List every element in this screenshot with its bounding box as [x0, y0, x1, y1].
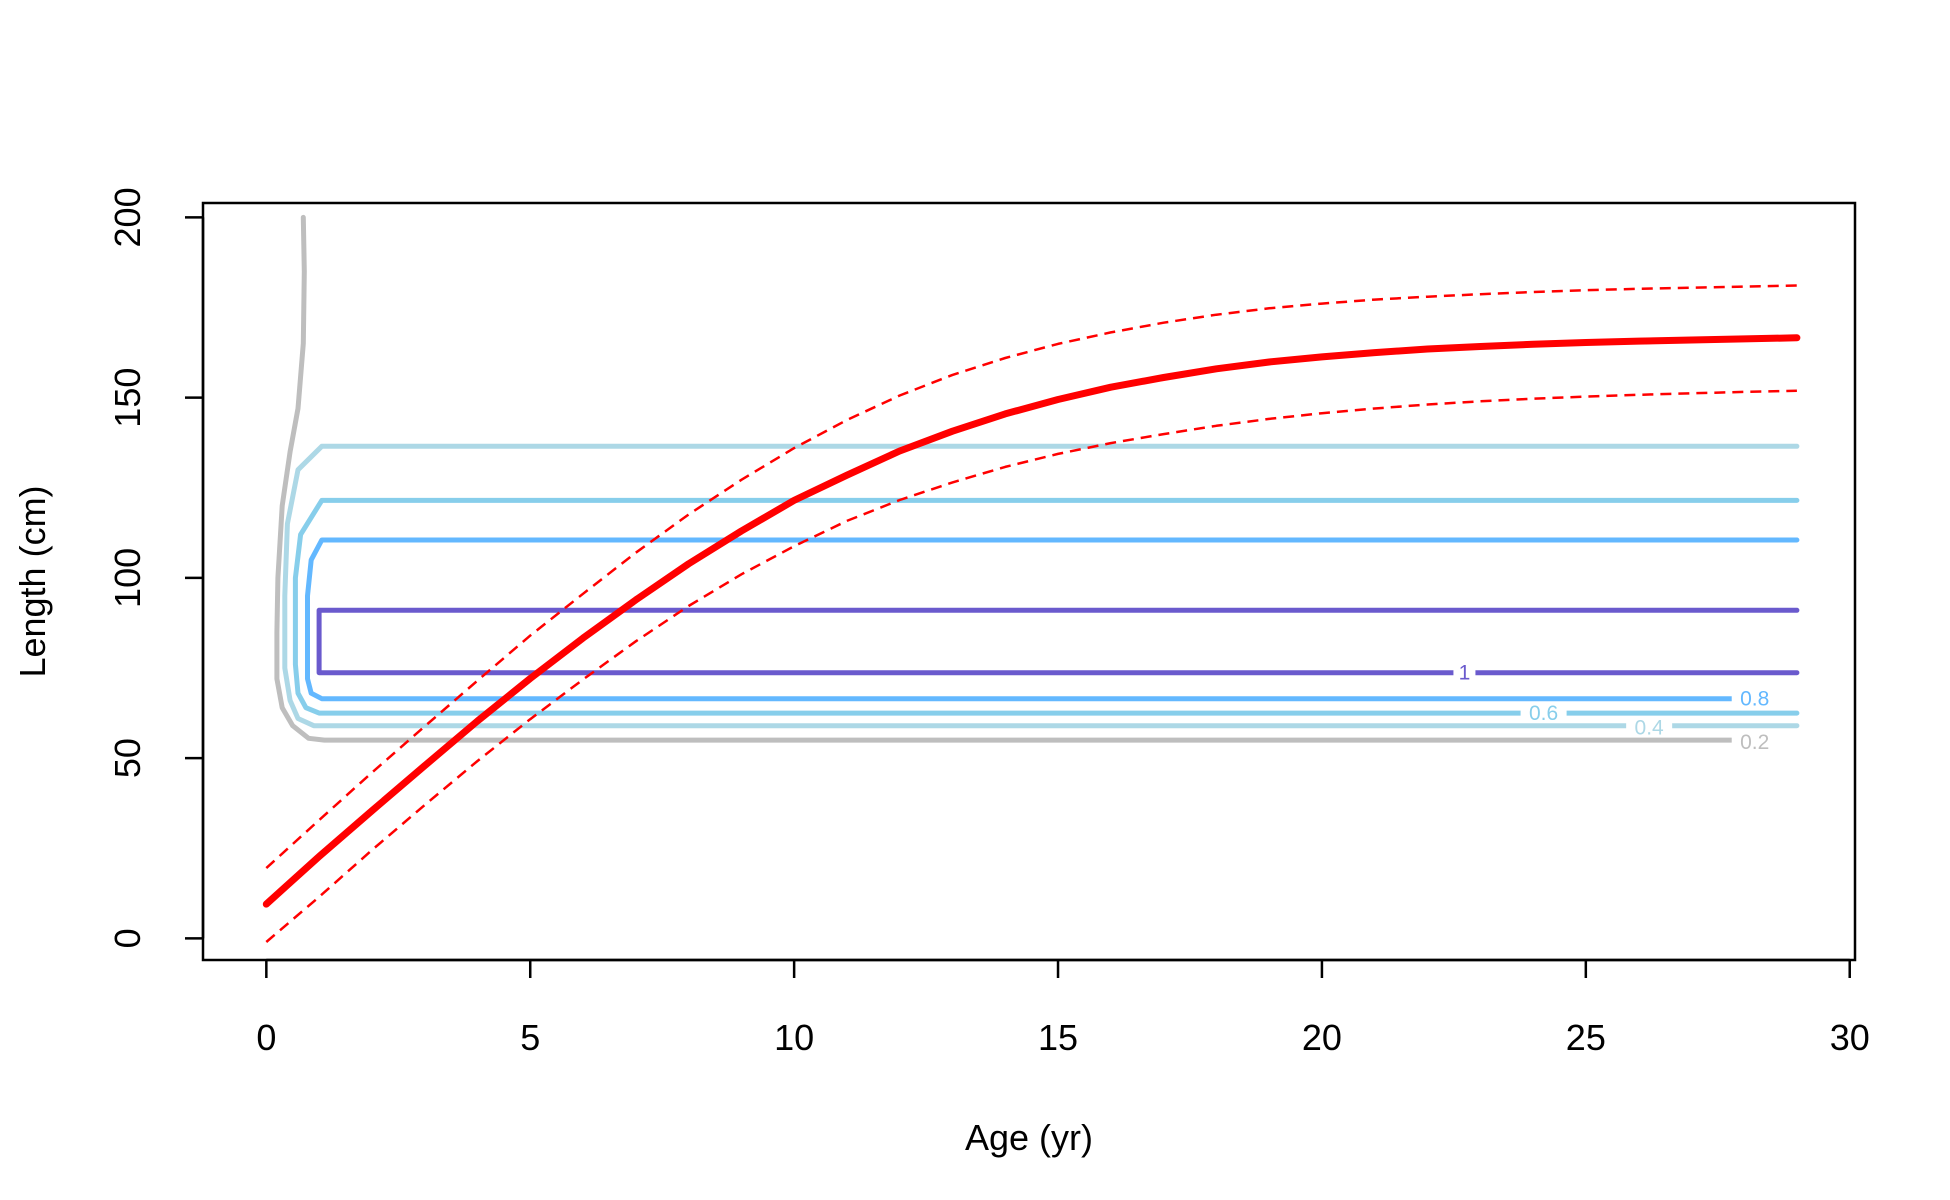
growth-series [262, 284, 1801, 943]
contour-label-0-8: 0.8 [1740, 688, 1769, 711]
contour-label-0-4: 0.4 [1635, 716, 1665, 739]
y-tick-label: 200 [107, 187, 148, 247]
y-tick-label: 0 [107, 928, 148, 948]
series-mean [262, 334, 1801, 908]
contour-label-gap [1520, 704, 1567, 723]
y-axis: 0 50 100 150 200 [107, 187, 205, 948]
y-axis-title: Length (cm) [12, 485, 53, 677]
series-upper [265, 284, 1797, 870]
x-tick-label: 25 [1566, 1017, 1606, 1058]
x-tick-label: 20 [1302, 1017, 1342, 1058]
contour-line-1 [316, 607, 1800, 676]
x-tick-label: 30 [1830, 1017, 1870, 1058]
y-tick-label: 50 [107, 738, 148, 778]
x-tick-label: 15 [1038, 1017, 1078, 1058]
contour-label-0-2: 0.2 [1740, 731, 1769, 754]
contour-line-0-4 [282, 443, 1800, 729]
contour-label-1: 1 [1459, 662, 1471, 685]
x-tick-label: 5 [520, 1017, 540, 1058]
contour-line-0-8 [305, 537, 1800, 702]
plot-frame [201, 201, 1857, 962]
contour-label-gap [1626, 718, 1673, 737]
contour-line-0-2 [274, 214, 1747, 743]
contour-label-gap [1731, 689, 1778, 708]
contour-labels: 0.2 0.4 0.6 0.8 1 [1453, 662, 1778, 754]
contour-label-gap [1453, 663, 1476, 682]
x-tick-label: 0 [256, 1017, 276, 1058]
x-tick-label: 10 [774, 1017, 814, 1058]
contour-line-0-6 [292, 497, 1800, 716]
x-axis: 0 5 10 15 20 25 30 [256, 958, 1870, 1058]
contour-label-0-6: 0.6 [1529, 702, 1558, 725]
x-axis-title: Age (yr) [965, 1117, 1093, 1158]
series-lower [265, 389, 1797, 943]
y-tick-label: 150 [107, 368, 148, 428]
contour-label-gap [1731, 732, 1778, 751]
y-tick-label: 100 [107, 548, 148, 608]
contour-lines [274, 214, 1800, 743]
